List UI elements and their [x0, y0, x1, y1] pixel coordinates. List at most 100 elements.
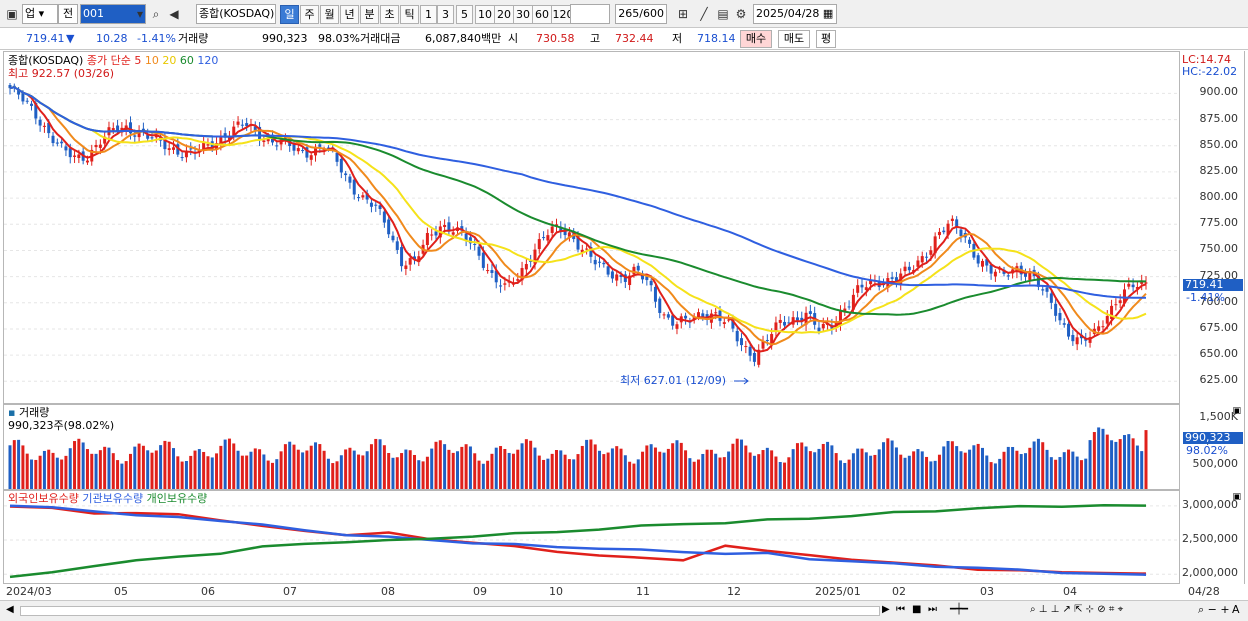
period-tab-0[interactable]: 일 [280, 5, 299, 24]
close-icon[interactable]: ▣ [1232, 406, 1241, 416]
print-icon[interactable]: ▤ [717, 7, 729, 21]
candle-body [223, 133, 227, 138]
volume-bar [731, 443, 735, 489]
zoom-slider-icon[interactable]: ━┿━ [950, 604, 969, 615]
interval-tab-3[interactable]: 3 [437, 5, 454, 24]
zoom-icon[interactable]: ⌕ − + [1198, 603, 1230, 616]
count-field[interactable]: 265/600 [615, 4, 667, 24]
x-tick-label: 09 [473, 585, 487, 598]
price-tick: 900.00 [1199, 85, 1239, 99]
volume-bar [404, 449, 408, 489]
volume-bar [103, 446, 107, 489]
interval-tab-5[interactable]: 5 [456, 5, 473, 24]
candle-body [916, 260, 920, 267]
volume-bar [830, 445, 834, 489]
volume-bar [215, 453, 219, 489]
quote-open: 730.58 [536, 32, 575, 45]
volume-bar [920, 451, 924, 489]
prev-button[interactable]: 전 [58, 4, 78, 24]
volume-bar [430, 448, 434, 489]
eval-button[interactable]: 평 [816, 30, 836, 48]
volume-chart[interactable] [4, 405, 1179, 489]
draw-line-icon[interactable]: ╱ [700, 7, 708, 21]
candle-body [103, 136, 107, 144]
candle-body [989, 264, 993, 274]
gear-icon[interactable]: ⚙ [735, 7, 747, 21]
interval-tab-20[interactable]: 20 [494, 5, 514, 24]
volume-bar [486, 460, 490, 489]
volume-bar [869, 455, 873, 489]
candle-body [589, 247, 593, 257]
candle-body [34, 102, 38, 119]
candle-body [42, 125, 46, 127]
volume-bar [202, 451, 206, 489]
play-icon[interactable]: ▶ [882, 604, 890, 615]
volume-bar [344, 449, 348, 489]
price-pane[interactable]: 종합(KOSDAQ) 종가 단순 5 10 20 60 120 최고 922.5… [3, 51, 1180, 404]
interval-tab-10[interactable]: 10 [475, 5, 495, 24]
holding-line [9, 504, 1147, 579]
close-icon[interactable]: ▣ [1232, 492, 1241, 502]
volume-bar [1067, 449, 1071, 489]
rewind-icon[interactable]: ⏮ [896, 604, 905, 615]
candle-body [937, 231, 941, 236]
candle-body [976, 255, 980, 264]
scroll-left-icon[interactable]: ◀ [6, 604, 14, 615]
candle-body [64, 146, 68, 151]
search-icon[interactable]: ⌕ [152, 7, 160, 21]
volume-bar [615, 446, 619, 489]
tools-icon[interactable]: ⌕ ⊥ ⊥ ↗ ⇱ ⊹ ⊘ ⌗ ⌖ [1030, 604, 1124, 615]
price-tick: 625.00 [1199, 373, 1239, 387]
volume-bar [456, 451, 460, 489]
volume-bar [761, 450, 765, 489]
period-tab-5[interactable]: 초 [380, 5, 399, 24]
period-tab-4[interactable]: 분 [360, 5, 379, 24]
volume-bar [1101, 428, 1105, 489]
price-tick: 775.00 [1199, 216, 1239, 230]
price-chart[interactable] [4, 52, 1179, 403]
volume-bar [1024, 453, 1028, 489]
candle-body [774, 322, 778, 332]
period-tab-2[interactable]: 월 [320, 5, 339, 24]
volume-bar [873, 454, 877, 489]
holding-pane[interactable]: 외국인보유수량 기관보유수량 개인보유수량 [3, 490, 1180, 584]
price-tick: 650.00 [1199, 347, 1239, 361]
interval-tab-60[interactable]: 60 [532, 5, 552, 24]
date-field[interactable]: 2025/04/28 ▦ [753, 4, 837, 24]
volume-bar [856, 448, 860, 489]
candle-body [1140, 281, 1144, 284]
interval-tab-120[interactable]: 120 [551, 5, 575, 24]
candle-body [864, 287, 868, 290]
volume-bar [632, 463, 636, 489]
buy-button[interactable]: 매수 [740, 30, 772, 48]
forward-icon[interactable]: ⏭ [928, 604, 937, 615]
period-tab-6[interactable]: 틱 [400, 5, 419, 24]
period-tab-1[interactable]: 주 [300, 5, 319, 24]
candle-body [305, 147, 309, 158]
text-icon[interactable]: A [1232, 603, 1240, 616]
window-icon[interactable]: ▣ [6, 7, 18, 21]
candle-body [1114, 304, 1118, 306]
chevron-down-icon[interactable]: ▾ [136, 7, 144, 21]
candle-body [843, 308, 847, 312]
sell-button[interactable]: 매도 [778, 30, 810, 48]
candle-icon[interactable]: ⊞ [677, 7, 689, 21]
x-tick-label: 2024/03 [6, 585, 52, 598]
interval-tab-30[interactable]: 30 [513, 5, 533, 24]
interval-select[interactable] [570, 4, 610, 24]
volume-pane[interactable]: ▪ 거래량 990,323주(98.02%) [3, 404, 1180, 490]
candle-body [1006, 275, 1010, 277]
market-select[interactable]: 업 ▾ [22, 4, 58, 24]
volume-bar [942, 446, 946, 489]
volume-bar [111, 453, 115, 489]
speaker-icon[interactable]: ◀ [169, 7, 179, 21]
candle-body [851, 294, 855, 310]
interval-tab-1[interactable]: 1 [420, 5, 437, 24]
code-input[interactable]: 001 [80, 4, 146, 24]
holding-chart[interactable] [4, 491, 1179, 583]
volume-bar [946, 440, 950, 489]
period-tab-3[interactable]: 년 [340, 5, 359, 24]
scroll-track[interactable] [20, 606, 880, 616]
stop-icon[interactable]: ■ [912, 604, 922, 615]
volume-bar [520, 443, 524, 489]
